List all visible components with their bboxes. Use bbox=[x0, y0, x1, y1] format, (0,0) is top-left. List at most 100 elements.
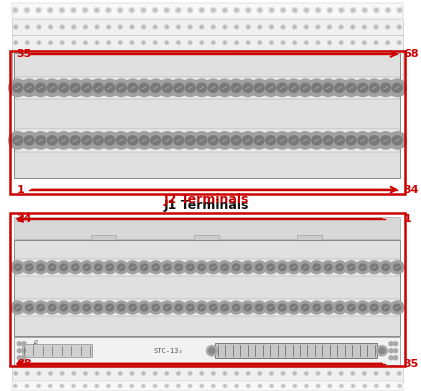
Circle shape bbox=[120, 373, 121, 374]
Circle shape bbox=[259, 26, 261, 28]
Circle shape bbox=[317, 42, 319, 43]
Circle shape bbox=[104, 83, 115, 93]
Circle shape bbox=[71, 303, 80, 312]
Circle shape bbox=[312, 263, 321, 271]
Circle shape bbox=[389, 356, 393, 360]
Circle shape bbox=[258, 371, 262, 375]
Circle shape bbox=[386, 9, 389, 11]
Circle shape bbox=[83, 303, 91, 312]
Circle shape bbox=[48, 7, 53, 13]
Circle shape bbox=[95, 384, 99, 388]
Circle shape bbox=[117, 303, 125, 312]
Circle shape bbox=[254, 83, 265, 93]
Circle shape bbox=[223, 371, 227, 375]
Circle shape bbox=[165, 9, 168, 11]
Circle shape bbox=[376, 385, 377, 387]
Circle shape bbox=[13, 25, 18, 29]
Circle shape bbox=[37, 25, 41, 29]
Circle shape bbox=[141, 371, 145, 375]
Circle shape bbox=[324, 303, 333, 312]
Circle shape bbox=[269, 7, 274, 13]
Circle shape bbox=[59, 263, 68, 271]
Circle shape bbox=[274, 260, 290, 274]
Circle shape bbox=[26, 26, 28, 28]
Circle shape bbox=[152, 7, 158, 13]
Circle shape bbox=[269, 41, 273, 45]
Circle shape bbox=[13, 384, 17, 388]
Circle shape bbox=[189, 26, 191, 28]
Circle shape bbox=[212, 26, 214, 28]
Circle shape bbox=[224, 42, 226, 43]
Circle shape bbox=[153, 371, 157, 375]
Circle shape bbox=[178, 42, 179, 43]
Circle shape bbox=[49, 371, 53, 375]
Circle shape bbox=[215, 79, 234, 97]
Circle shape bbox=[290, 303, 298, 312]
Circle shape bbox=[60, 41, 64, 45]
Circle shape bbox=[183, 260, 198, 274]
Circle shape bbox=[37, 41, 41, 45]
Circle shape bbox=[374, 25, 378, 29]
Circle shape bbox=[295, 79, 315, 97]
Circle shape bbox=[321, 300, 336, 315]
Circle shape bbox=[240, 300, 255, 315]
Circle shape bbox=[240, 260, 255, 274]
Circle shape bbox=[211, 371, 215, 375]
Circle shape bbox=[259, 42, 261, 43]
Circle shape bbox=[48, 25, 53, 29]
Circle shape bbox=[293, 25, 297, 29]
Circle shape bbox=[94, 303, 102, 312]
Circle shape bbox=[329, 385, 331, 387]
Circle shape bbox=[107, 25, 111, 29]
Circle shape bbox=[35, 135, 46, 145]
Circle shape bbox=[212, 385, 214, 387]
Circle shape bbox=[22, 356, 26, 360]
Circle shape bbox=[277, 135, 288, 145]
Circle shape bbox=[235, 9, 238, 11]
Circle shape bbox=[102, 260, 117, 274]
Circle shape bbox=[43, 79, 62, 97]
Circle shape bbox=[205, 260, 221, 274]
Circle shape bbox=[96, 385, 98, 387]
Circle shape bbox=[37, 384, 40, 388]
Circle shape bbox=[162, 83, 173, 93]
Circle shape bbox=[376, 131, 396, 150]
Circle shape bbox=[100, 79, 120, 97]
Circle shape bbox=[280, 7, 286, 13]
Circle shape bbox=[200, 384, 204, 388]
Circle shape bbox=[293, 26, 296, 28]
Circle shape bbox=[114, 260, 129, 274]
Circle shape bbox=[119, 9, 122, 11]
Circle shape bbox=[246, 25, 250, 29]
Circle shape bbox=[83, 7, 88, 13]
Circle shape bbox=[10, 300, 25, 315]
Circle shape bbox=[37, 371, 41, 375]
Circle shape bbox=[309, 260, 324, 274]
Circle shape bbox=[91, 300, 106, 315]
Circle shape bbox=[387, 42, 389, 43]
Circle shape bbox=[327, 7, 333, 13]
Bar bbox=[194, 235, 219, 242]
Circle shape bbox=[363, 373, 365, 374]
Circle shape bbox=[373, 7, 379, 13]
Circle shape bbox=[37, 303, 45, 312]
Circle shape bbox=[56, 300, 71, 315]
Text: J2: J2 bbox=[354, 67, 359, 72]
Circle shape bbox=[108, 26, 110, 28]
Circle shape bbox=[328, 25, 332, 29]
Circle shape bbox=[209, 263, 218, 271]
Circle shape bbox=[245, 7, 251, 13]
Circle shape bbox=[219, 135, 230, 145]
Circle shape bbox=[352, 373, 354, 374]
Circle shape bbox=[243, 303, 252, 312]
Circle shape bbox=[284, 79, 304, 97]
Circle shape bbox=[16, 67, 21, 72]
Circle shape bbox=[381, 303, 390, 312]
Circle shape bbox=[153, 41, 157, 45]
Circle shape bbox=[43, 131, 62, 150]
Circle shape bbox=[84, 385, 86, 387]
Circle shape bbox=[22, 342, 26, 346]
Circle shape bbox=[54, 79, 74, 97]
Circle shape bbox=[79, 260, 94, 274]
Circle shape bbox=[282, 42, 284, 43]
